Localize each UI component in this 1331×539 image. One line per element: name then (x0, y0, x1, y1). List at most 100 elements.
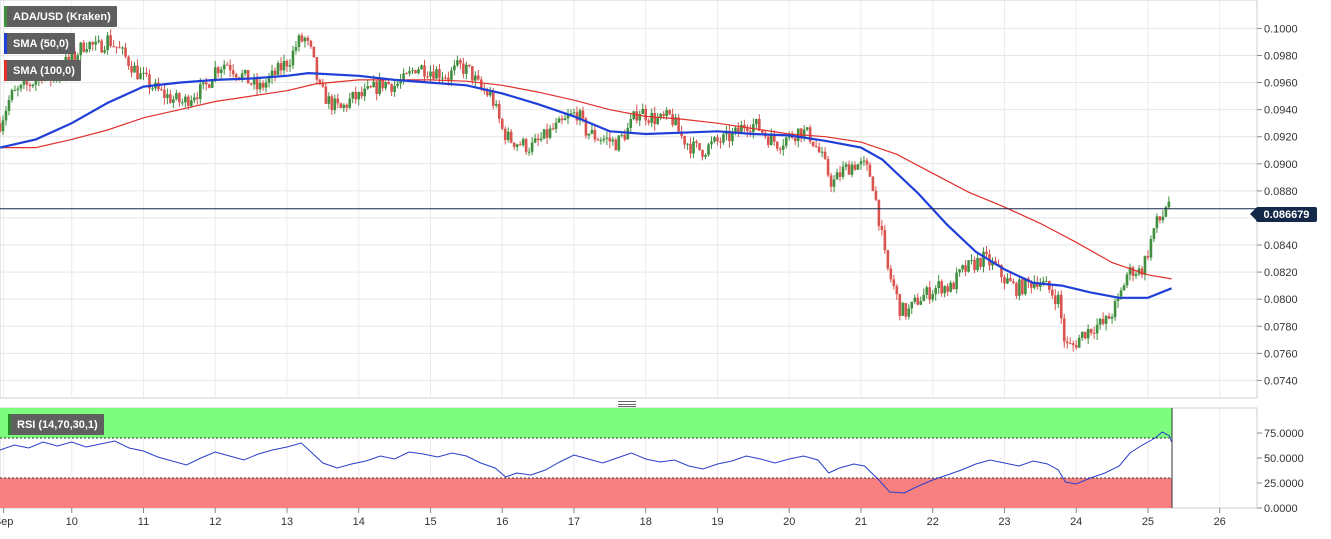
candle-body (1161, 216, 1165, 221)
candle-body (94, 41, 97, 45)
candle-body (118, 47, 121, 49)
candle-body (166, 94, 169, 98)
candle-body (623, 134, 627, 140)
candle-body (91, 42, 94, 45)
rsi-legend-tag[interactable]: RSI (14,70,30,1) (8, 414, 104, 435)
candle-body (620, 134, 624, 136)
candle-body (1062, 318, 1066, 342)
candle-body (515, 144, 519, 147)
candle-body (778, 148, 782, 150)
candle-body (477, 75, 480, 80)
candle-body (883, 230, 887, 251)
candle-body (121, 47, 124, 49)
candle-body (596, 139, 600, 141)
price-tick-label: 0.0960 (1264, 78, 1298, 90)
candle-body (686, 143, 689, 145)
candle-body (907, 308, 911, 317)
rsi-tick-label: 25.0000 (1264, 478, 1304, 490)
candle-body (548, 128, 552, 138)
candle-body (405, 73, 408, 75)
candle-body (928, 287, 932, 300)
candle-body (387, 82, 390, 85)
candle-body (97, 40, 100, 42)
candle-body (82, 42, 86, 52)
candle-body (1164, 207, 1168, 217)
candle-body (814, 146, 818, 148)
candle-body (877, 199, 881, 226)
candle-body (1000, 265, 1003, 278)
candle-body (829, 175, 833, 187)
price-tick-label: 0.1000 (1264, 23, 1298, 35)
candle-body (1086, 328, 1090, 339)
candle-body (527, 151, 531, 153)
sma50-legend-tag[interactable]: SMA (50,0) (4, 33, 75, 54)
candle-body (1152, 228, 1156, 239)
candle-body (841, 166, 845, 177)
candle-body (491, 92, 495, 106)
candle-body (1009, 278, 1012, 282)
candle-body (1089, 328, 1093, 333)
candle-body (1033, 281, 1036, 288)
candle-body (178, 93, 181, 103)
candle-body (378, 79, 381, 94)
candle-body (614, 139, 618, 151)
candle-body (441, 77, 444, 79)
candle-body (967, 260, 970, 272)
candle-body (781, 145, 785, 150)
candle-body (868, 164, 872, 177)
candle-body (196, 97, 199, 99)
candle-body (898, 294, 902, 316)
sma50-swatch (4, 33, 7, 54)
candle-body (1107, 315, 1111, 319)
time-tick-label: 15 (424, 516, 436, 528)
candle-body (399, 80, 402, 84)
candle-body (7, 99, 11, 111)
candle-body (572, 112, 576, 114)
candle-body (961, 265, 964, 270)
time-tick-label: 23 (998, 516, 1010, 528)
candle-body (130, 66, 133, 73)
candle-body (659, 113, 662, 118)
time-tick-label: 11 (138, 516, 149, 528)
candle-body (689, 143, 692, 154)
candle-body (321, 83, 325, 87)
candle-body (683, 136, 686, 145)
candle-body (273, 70, 277, 75)
sma100-legend-tag[interactable]: SMA (100,0) (4, 60, 81, 81)
pane-splitter-handle[interactable] (618, 401, 636, 407)
candle-body (204, 82, 208, 85)
candle-body (892, 279, 896, 287)
candle-body (246, 70, 250, 84)
candle-body (351, 91, 355, 99)
candle-body (300, 35, 304, 42)
candle-body (671, 114, 674, 125)
instrument-legend-tag[interactable]: ADA/USD (Kraken) (4, 6, 117, 27)
price-grid (0, 0, 1257, 508)
candle-body (450, 70, 453, 80)
candle-body (258, 82, 262, 90)
candle-body (462, 63, 465, 74)
candle-body (198, 84, 202, 99)
price-tick-label: 0.0820 (1264, 267, 1298, 279)
candle-body (423, 65, 426, 77)
candle-body (838, 172, 842, 177)
price-tick-label: 0.0800 (1264, 294, 1298, 306)
candle-body (766, 136, 770, 146)
candle-body (390, 84, 393, 92)
candle-body (465, 64, 468, 74)
candle-body (734, 127, 737, 133)
candle-body (333, 98, 337, 111)
candle-body (904, 303, 908, 317)
candle-body (584, 118, 588, 136)
candle-body (1059, 294, 1063, 319)
candle-body (737, 127, 740, 132)
candle-body (533, 138, 537, 143)
candle-body (769, 134, 773, 146)
price-tick-label: 0.0760 (1264, 348, 1298, 360)
candle-body (835, 172, 839, 180)
candle-body (530, 142, 534, 152)
candle-body (707, 144, 710, 155)
candle-body (937, 281, 940, 288)
